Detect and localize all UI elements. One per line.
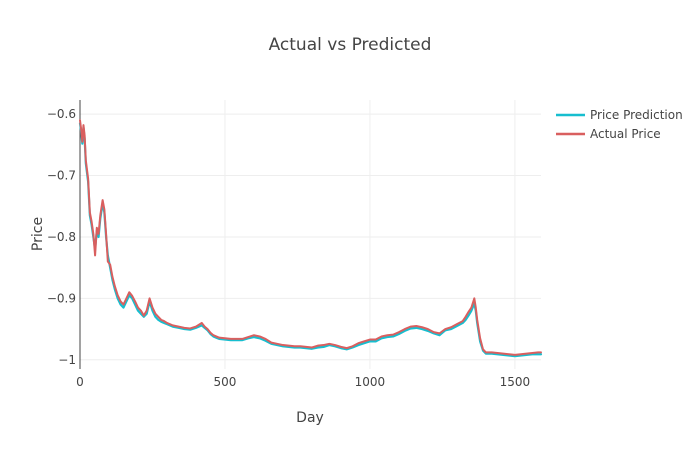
- series-actual-price: [79, 119, 542, 356]
- plot-area: [78, 100, 543, 369]
- y-tick-label: −0.7: [47, 169, 76, 183]
- y-tick-label: −0.8: [47, 230, 76, 244]
- y-tick-label: −0.9: [47, 291, 76, 305]
- legend-label-prediction: Price Prediction: [590, 108, 683, 122]
- legend-label-actual: Actual Price: [590, 127, 661, 141]
- x-tick-label: 500: [214, 375, 237, 389]
- chart-title: Actual vs Predicted: [269, 35, 432, 55]
- x-tick-label: 0: [76, 375, 84, 389]
- grid-lines: [80, 100, 541, 369]
- y-tick-label: −1: [58, 353, 76, 367]
- x-tick-label: 1500: [500, 375, 531, 389]
- series-lines: [78, 119, 543, 358]
- y-axis-ticks: −1 −0.9 −0.8 −0.7 −0.6: [47, 107, 76, 367]
- x-tick-label: 1000: [355, 375, 386, 389]
- x-axis-ticks: 0 500 1000 1500: [76, 375, 530, 389]
- legend-item-prediction[interactable]: Price Prediction: [556, 108, 683, 122]
- plot-background: [80, 100, 541, 369]
- y-tick-label: −0.6: [47, 107, 76, 121]
- legend-item-actual[interactable]: Actual Price: [556, 127, 661, 141]
- y-axis-label: Price: [30, 217, 46, 251]
- x-axis-label: Day: [296, 410, 324, 426]
- legend[interactable]: Price Prediction Actual Price: [556, 108, 683, 141]
